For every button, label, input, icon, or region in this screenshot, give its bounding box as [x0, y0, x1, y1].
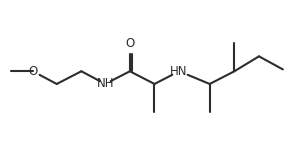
Text: O: O — [125, 37, 135, 50]
Text: O: O — [28, 65, 37, 78]
Text: HN: HN — [170, 65, 188, 78]
Text: NH: NH — [96, 77, 114, 90]
